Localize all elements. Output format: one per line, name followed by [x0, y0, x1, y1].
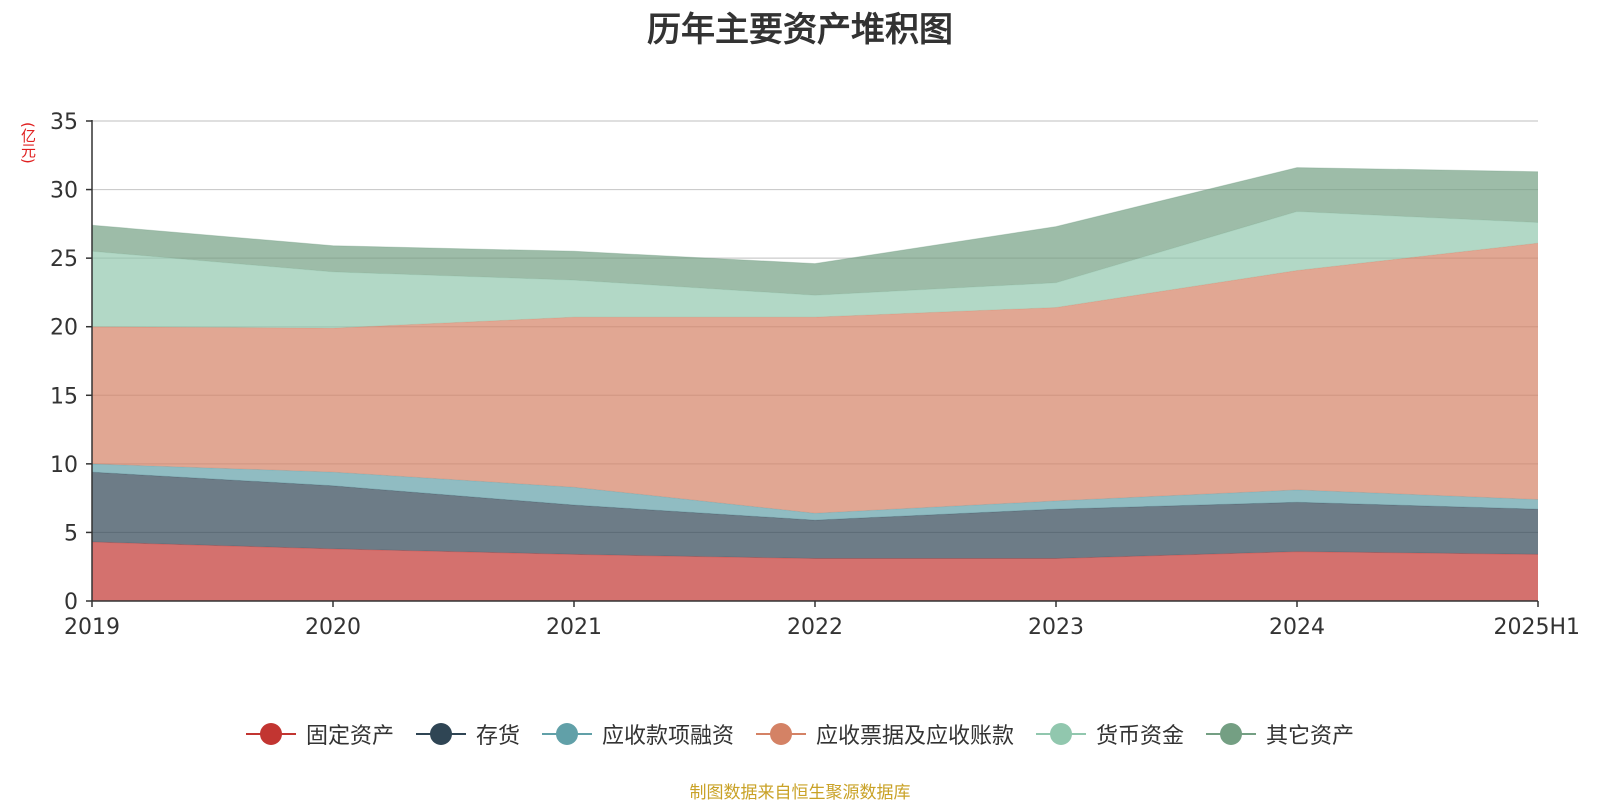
area-edge-5 [91, 167, 1539, 265]
x-tick-label: 2022 [787, 615, 843, 640]
area-series-4 [92, 211, 1538, 329]
legend-label: 应收款项融资 [601, 724, 734, 749]
x-tick-label: 2024 [1269, 615, 1325, 640]
legend-item-2[interactable]: 应收款项融资 [541, 718, 734, 750]
area-series-0 [92, 542, 1538, 601]
legend-swatch [245, 722, 296, 746]
legend-swatch [1206, 722, 1257, 746]
y-tick-label: 0 [64, 590, 78, 615]
legend-item-0[interactable]: 固定资产 [245, 718, 394, 750]
legend-label: 货币资金 [1096, 724, 1185, 749]
x-tick-label: 2021 [546, 615, 602, 640]
chart-title: 历年主要资产堆积图 [647, 10, 953, 50]
area-series-5 [92, 167, 1538, 296]
y-tick-label: 5 [64, 521, 78, 546]
legend-label: 固定资产 [305, 724, 394, 749]
y-tick-label: 15 [50, 384, 78, 409]
legend-swatch [756, 722, 806, 746]
area-series-2 [92, 463, 1538, 521]
legend: 固定资产 存货 应收款项融资 应收票据及应收账款 货币资金 其它资产 [0, 718, 1600, 750]
legend-item-3[interactable]: 应收票据及应收账款 [756, 718, 1014, 750]
chart-plot: 0 5 10 15 20 25 30 35 2019 2020 2021 2022 2023 2024 20… [50, 110, 1580, 640]
legend-item-1[interactable]: 存货 [415, 718, 520, 750]
area-series-3 [92, 243, 1538, 514]
legend-swatch [541, 722, 592, 746]
legend-item-5[interactable]: 其它资产 [1206, 718, 1354, 750]
y-axis-unit: (亿元) [19, 122, 37, 164]
legend-swatch [415, 722, 466, 746]
y-tick-label: 10 [50, 453, 78, 478]
legend-swatch [1036, 722, 1087, 746]
legend-label: 应收票据及应收账款 [816, 724, 1015, 749]
source-note: 制图数据来自恒生聚源数据库 [689, 783, 911, 803]
area-series-1 [92, 472, 1538, 559]
legend-label: 其它资产 [1266, 724, 1355, 749]
y-tick-label: 35 [50, 110, 78, 135]
y-tick-label: 25 [50, 247, 78, 272]
y-tick-label: 30 [50, 179, 78, 204]
x-tick-label: 2019 [64, 615, 120, 640]
x-tick-label: 2025H1 [1493, 615, 1580, 640]
legend-item-4[interactable]: 货币资金 [1036, 718, 1184, 750]
legend-label: 存货 [475, 724, 520, 749]
x-tick-label: 2023 [1028, 615, 1084, 640]
y-tick-label: 20 [50, 316, 78, 341]
x-tick-label: 2020 [305, 615, 361, 640]
